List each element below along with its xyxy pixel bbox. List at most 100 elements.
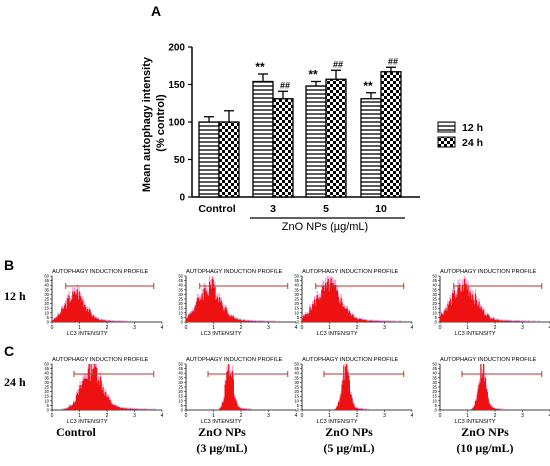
hist-x-tick-label: 3	[133, 325, 136, 331]
histogram-24h-2: AUTOPHAGY INDUCTION PROFILE0510152025303…	[178, 357, 297, 425]
hist-y-tick-label: 0	[47, 408, 50, 413]
histogram-title: AUTOPHAGY INDUCTION PROFILE	[52, 269, 149, 275]
hist-y-tick-label: 10	[432, 398, 437, 403]
hist-x-tick-label: 2	[494, 413, 497, 419]
hist-x-label: LC3 INTENSITY	[454, 419, 495, 425]
hist-y-tick-label: 25	[178, 385, 183, 390]
hist-y-tick-label: 25	[294, 297, 299, 302]
legend-label: 12 h	[462, 122, 483, 134]
hist-y-tick-label: 15	[294, 306, 299, 311]
histogram-12h-3: AUTOPHAGY INDUCTION PROFILE0510152025303…	[294, 269, 413, 337]
hist-y-tick-label: 30	[178, 380, 183, 385]
hist-x-tick-label: 0	[185, 325, 188, 331]
hist-x-tick-label: 1	[212, 413, 215, 419]
histogram-24h-4: AUTOPHAGY INDUCTION PROFILE0510152025303…	[432, 357, 550, 425]
hist-y-tick-label: 40	[44, 283, 49, 288]
significance-mark: ##	[280, 80, 290, 90]
hist-y-tick-label: 20	[432, 389, 437, 394]
hist-x-label: LC3 INTENSITY	[200, 419, 241, 425]
hist-x-tick-label: 1	[466, 325, 469, 331]
histogram-title: AUTOPHAGY INDUCTION PROFILE	[302, 357, 399, 363]
hist-y-tick-label: 45	[432, 278, 437, 283]
hist-x-tick-label: 0	[51, 325, 54, 331]
hist-y-tick-label: 25	[432, 297, 437, 302]
bar-24h-10	[380, 71, 402, 198]
histogram-title: AUTOPHAGY INDUCTION PROFILE	[52, 357, 149, 363]
hist-y-tick-label: 15	[432, 394, 437, 399]
hist-x-tick-label: 2	[240, 325, 243, 331]
hist-x-tick-label: 4	[411, 413, 414, 419]
hist-x-tick-label: 1	[78, 413, 81, 419]
hist-x-tick-label: 3	[521, 325, 524, 331]
hist-x-tick-label: 4	[161, 325, 164, 331]
bar-12h-Control	[198, 121, 220, 198]
hist-y-tick-label: 40	[432, 283, 437, 288]
x-tick-label: 10	[375, 203, 387, 215]
hist-y-tick-label: 35	[44, 375, 49, 380]
bar-12h-5	[305, 85, 327, 198]
bar-chart-bars: ** ** ** ## ## ##	[198, 56, 402, 198]
hist-x-tick-label: 2	[356, 325, 359, 331]
hist-y-tick-label: 5	[435, 403, 438, 408]
hist-x-tick-label: 1	[466, 413, 469, 419]
hist-y-tick-label: 0	[297, 408, 300, 413]
histogram-bins	[440, 278, 541, 322]
hist-y-tick-label: 0	[47, 320, 50, 325]
hist-y-tick-label: 10	[294, 310, 299, 315]
hist-y-tick-label: 0	[435, 408, 438, 413]
hist-x-tick-label: 0	[439, 325, 442, 331]
hist-x-tick-label: 3	[383, 413, 386, 419]
hist-y-tick-label: 15	[178, 394, 183, 399]
significance-mark: **	[308, 68, 318, 82]
hist-y-tick-label: 45	[294, 366, 299, 371]
legend: 12 h 24 h	[437, 121, 483, 149]
hist-x-label: LC3 INTENSITY	[316, 419, 357, 425]
hist-y-tick-label: 35	[178, 375, 183, 380]
hist-x-tick-label: 4	[411, 325, 414, 331]
histogram-bins	[471, 364, 507, 410]
hist-y-tick-label: 35	[44, 287, 49, 292]
column-label: ZnO NPs	[461, 425, 509, 439]
y-axis-label: Mean autophagy intensity (% control)	[141, 54, 167, 192]
hist-y-tick-label: 20	[44, 301, 49, 306]
hist-x-tick-label: 3	[267, 325, 270, 331]
x-tick-label: Control	[198, 203, 235, 215]
hist-y-tick-label: 10	[44, 310, 49, 315]
histogram-bins	[186, 278, 280, 322]
hist-y-tick-label: 40	[432, 371, 437, 376]
hist-x-tick-label: 4	[161, 413, 164, 419]
hist-y-tick-label: 30	[432, 380, 437, 385]
histogram-title: AUTOPHAGY INDUCTION PROFILE	[186, 357, 283, 363]
hist-y-tick-label: 5	[297, 315, 300, 320]
legend-label: 24 h	[462, 137, 483, 149]
hist-x-label: LC3 INTENSITY	[316, 331, 357, 337]
hist-y-tick-label: 50	[178, 362, 183, 367]
row-label-24h: 24 h	[4, 375, 26, 389]
hist-y-tick-label: 45	[178, 366, 183, 371]
hist-y-tick-label: 20	[294, 301, 299, 306]
significance-mark: ##	[388, 56, 398, 66]
x-tick-label: 5	[323, 203, 329, 215]
hist-y-tick-label: 10	[432, 310, 437, 315]
hist-y-tick-label: 20	[178, 389, 183, 394]
hist-y-tick-label: 45	[44, 366, 49, 371]
histogram-12h-4: AUTOPHAGY INDUCTION PROFILE0510152025303…	[432, 269, 550, 337]
hist-y-tick-label: 40	[294, 283, 299, 288]
histogram-title: AUTOPHAGY INDUCTION PROFILE	[440, 269, 537, 275]
hist-x-tick-label: 0	[301, 325, 304, 331]
y-axis-label-line-2: (% control)	[155, 94, 167, 152]
hist-x-tick-label: 0	[439, 413, 442, 419]
panel-label-c: C	[4, 343, 14, 359]
hist-y-tick-label: 10	[178, 310, 183, 315]
hist-y-tick-label: 50	[294, 362, 299, 367]
hist-y-tick-label: 0	[181, 320, 184, 325]
hist-y-tick-label: 50	[44, 362, 49, 367]
hist-x-tick-label: 3	[133, 413, 136, 419]
bar-12h-10	[360, 98, 382, 198]
hist-y-tick-label: 35	[432, 375, 437, 380]
hist-x-label: LC3 INTENSITY	[66, 331, 107, 337]
column-label: ZnO NPs	[325, 425, 373, 439]
row-label-12h: 12 h	[4, 289, 26, 303]
hist-y-tick-label: 50	[432, 274, 437, 279]
